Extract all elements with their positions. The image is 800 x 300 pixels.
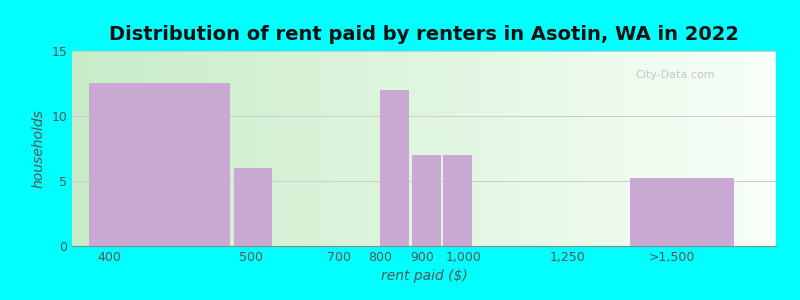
Bar — [630, 178, 734, 246]
Bar — [411, 155, 441, 246]
Bar — [234, 168, 272, 246]
Text: City-Data.com: City-Data.com — [635, 70, 715, 80]
Title: Distribution of rent paid by renters in Asotin, WA in 2022: Distribution of rent paid by renters in … — [109, 25, 739, 44]
X-axis label: rent paid ($): rent paid ($) — [381, 269, 467, 284]
Bar — [89, 83, 230, 246]
Bar — [380, 90, 410, 246]
Y-axis label: households: households — [32, 109, 46, 188]
Bar — [442, 155, 472, 246]
